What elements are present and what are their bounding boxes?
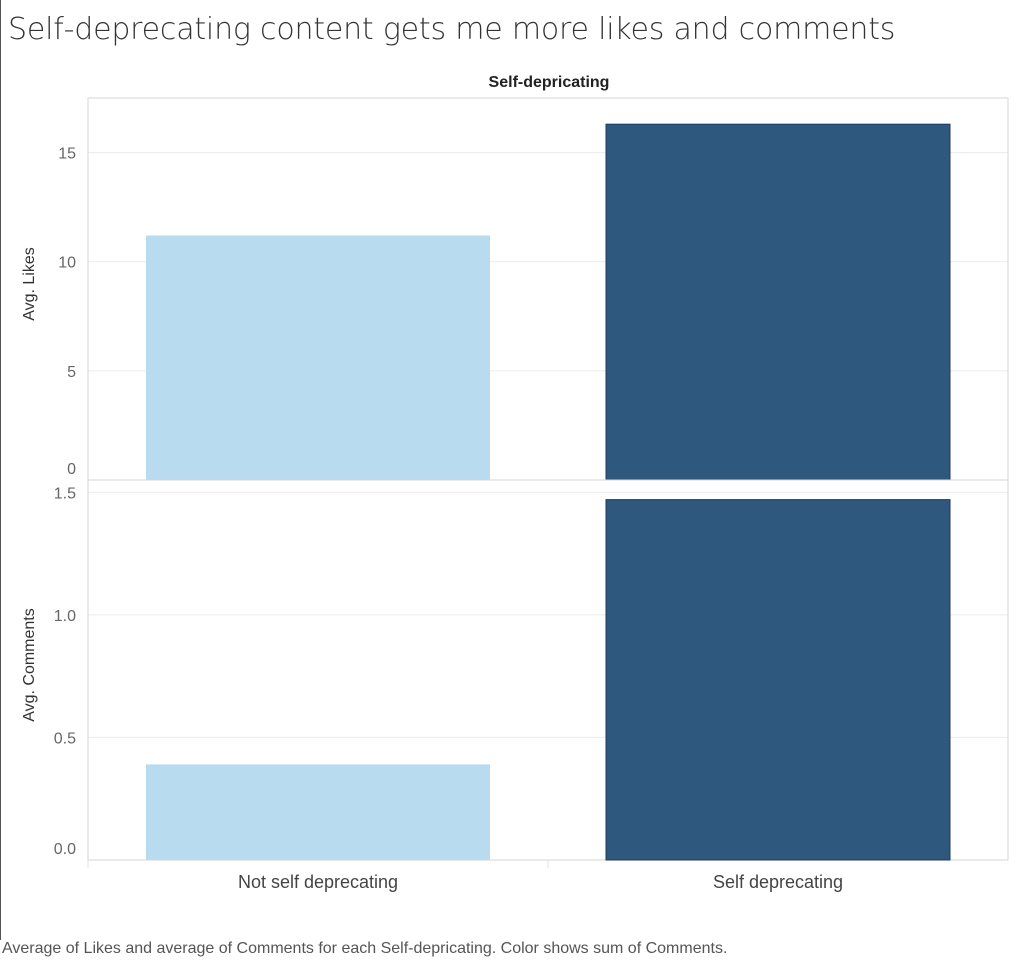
y-tick-label: 0.0 (54, 841, 76, 858)
y-axis-title: Avg. Likes (21, 247, 38, 321)
panel-2: 0.0 0.5 1.0 1.5 Avg. Comments (21, 479, 1009, 861)
panel-1: 0 5 10 15 Avg. Likes (21, 97, 1009, 481)
y-tick-label: 10 (58, 255, 76, 272)
chart-title: Self-deprecating content gets me more li… (8, 12, 896, 47)
y-tick-label: 1.5 (54, 485, 76, 502)
y-tick-label: 0.5 (54, 730, 76, 747)
left-frame-border (0, 0, 1, 940)
column-header: Self-depricating (488, 74, 610, 91)
y-tick-label: 15 (58, 146, 76, 163)
y-tick-label: 1.0 (54, 608, 76, 625)
bar-comments-not-self-deprecating (146, 764, 490, 860)
bar-comments-self-deprecating (605, 499, 951, 861)
chart-caption: Average of Likes and average of Comments… (2, 940, 728, 957)
y-axis-title: Avg. Comments (21, 608, 38, 722)
bar-likes-not-self-deprecating (146, 235, 490, 480)
x-category-label: Not self deprecating (238, 872, 398, 892)
y-tick-label: 5 (67, 364, 76, 381)
x-category-label: Self deprecating (713, 872, 843, 892)
y-tick-label: 0 (67, 461, 76, 478)
chart-svg: 0 5 10 15 Avg. Likes 0.0 0.5 1.0 1.5 Avg. Comment… (21, 97, 1009, 892)
bar-likes-self-deprecating (605, 123, 951, 481)
